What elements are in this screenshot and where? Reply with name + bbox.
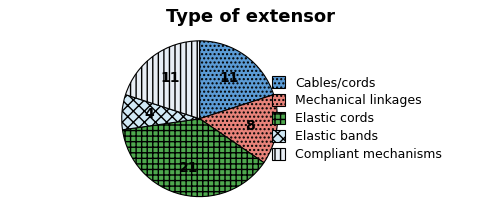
Text: 21: 21 [178,161,198,175]
Text: 11: 11 [160,71,180,85]
Text: 4: 4 [144,107,154,121]
Title: Type of extensor: Type of extensor [166,8,334,26]
Wedge shape [122,95,200,130]
Wedge shape [200,41,274,119]
Text: 11: 11 [220,71,239,85]
Legend: Cables/cords, Mechanical linkages, Elastic cords, Elastic bands, Compliant mecha: Cables/cords, Mechanical linkages, Elast… [270,74,444,164]
Text: 8: 8 [245,119,254,133]
Wedge shape [126,41,200,119]
Wedge shape [200,95,278,163]
Wedge shape [122,119,264,197]
